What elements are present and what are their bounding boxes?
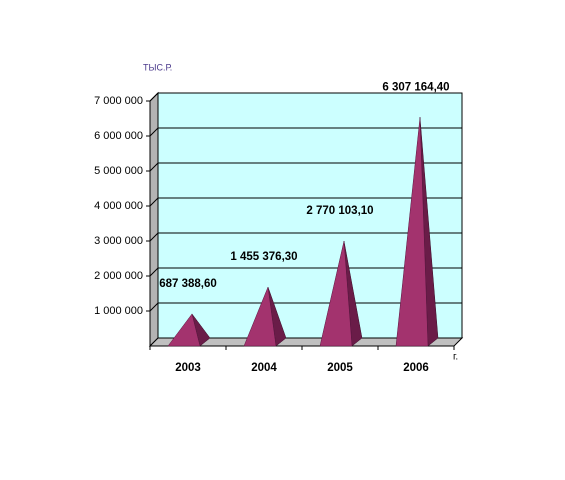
y-tick-label: 1 000 000: [94, 305, 143, 317]
y-tick-label: 5 000 000: [94, 165, 143, 177]
pyramid: [319, 240, 353, 347]
value-label: 1 455 376,30: [230, 251, 297, 263]
grid-line-side: [149, 302, 159, 312]
x-tick-label: 2003: [175, 362, 201, 374]
pyramid: [167, 313, 201, 347]
x-tick-label: 2006: [403, 362, 429, 374]
x-tick-label: 2004: [251, 362, 277, 374]
y-tick-label: 7 000 000: [94, 95, 143, 107]
grid-line-side: [149, 127, 159, 137]
value-label: 2 770 103,10: [306, 205, 373, 217]
grid-line-side: [149, 267, 159, 277]
y-axis-unit: ТЫС.Р.: [143, 62, 172, 72]
value-label: 6 307 164,40: [382, 81, 449, 93]
pyramid: [395, 117, 429, 347]
pyramid: [243, 286, 277, 347]
side-wall: [149, 91, 159, 348]
y-tick-label: 2 000 000: [94, 270, 143, 282]
grid-line-side: [149, 232, 159, 242]
y-tick-label: 3 000 000: [94, 235, 143, 247]
grid-line-side: [149, 92, 159, 102]
grid-line-side: [149, 162, 159, 172]
grid-line-side: [149, 197, 159, 207]
y-tick-label: 4 000 000: [94, 200, 143, 212]
value-label: 687 388,60: [159, 278, 217, 290]
y-tick-label: 6 000 000: [94, 130, 143, 142]
x-tick-label: 2005: [327, 362, 353, 374]
x-axis-unit: г.: [453, 352, 458, 363]
